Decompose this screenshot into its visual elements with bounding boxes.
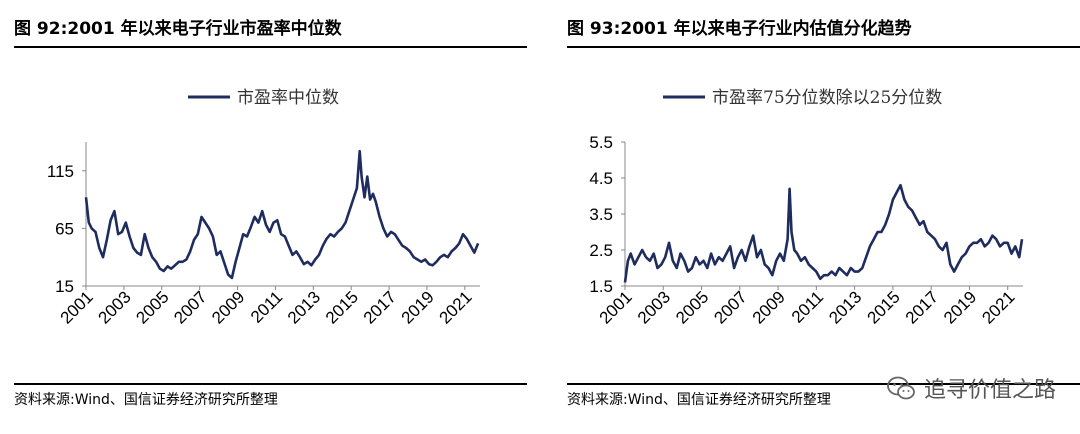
x-tick-label: 2011 [247, 287, 286, 326]
x-tick-label: 2013 [825, 287, 865, 327]
y-tick-label: 15 [55, 277, 74, 296]
legend: 市盈率中位数 [188, 88, 339, 108]
y-tick-label: 115 [47, 162, 74, 181]
x-tick-label: 2019 [940, 287, 980, 327]
x-tick-label: 2007 [710, 287, 750, 327]
y-ticks: 1.5 2.5 3.5 4.5 5.5 [589, 133, 625, 296]
x-tick-label: 2015 [322, 287, 362, 327]
x-tick-label: 2019 [398, 287, 438, 327]
y-tick-label: 3.5 [589, 205, 613, 224]
figure-title: 图 93:2001 年以来电子行业内估值分化趋势 [567, 19, 912, 39]
x-tick-label: 2015 [864, 287, 904, 327]
x-tick-label: 2009 [208, 287, 248, 327]
x-tick-label: 2009 [749, 287, 789, 327]
x-ticks: 2001200320052007200920112013201520172019… [57, 286, 476, 328]
y-tick-label: 65 [55, 219, 74, 238]
x-tick-label: 2013 [284, 287, 324, 327]
watermark-text: 追寻价值之路 [923, 378, 1056, 403]
figure-92: 图 92:2001 年以来电子行业市盈率中位数 市盈率中位数 15 65 115 2… [0, 0, 527, 434]
watermark: 追寻价值之路 [886, 372, 1056, 404]
y-tick-label: 5.5 [589, 133, 613, 152]
source-note: 资料来源:Wind、国信证券经济研究所整理 [14, 392, 278, 408]
x-tick-label: 2005 [132, 287, 172, 327]
x-tick-label: 2017 [360, 287, 400, 327]
title-rule [14, 46, 527, 48]
legend-label: 市盈率中位数 [237, 88, 339, 108]
x-tick-label: 2017 [902, 287, 942, 327]
x-tick-label: 2003 [634, 287, 674, 327]
y-ticks: 15 65 115 [47, 162, 86, 296]
pe-dispersion-chart: 市盈率75分位数除以25分位数 1.5 2.5 3.5 4.5 5.5 20012003… [589, 88, 1024, 328]
series-line-pe-median [84, 149, 480, 280]
source-rule [14, 383, 527, 385]
y-tick-label: 4.5 [589, 169, 613, 188]
legend: 市盈率75分位数除以25分位数 [663, 88, 942, 108]
wechat-icon [887, 376, 915, 400]
y-tick-label: 2.5 [589, 241, 613, 260]
x-tick-label: 2011 [788, 287, 827, 326]
title-rule [567, 46, 1080, 48]
x-tick-label: 2005 [672, 287, 712, 327]
legend-label: 市盈率75分位数除以25分位数 [712, 88, 942, 108]
x-tick-label: 2007 [170, 287, 210, 327]
y-tick-label: 1.5 [589, 277, 613, 296]
source-note: 资料来源:Wind、国信证券经济研究所整理 [567, 392, 831, 408]
figure-93: 图 93:2001 年以来电子行业内估值分化趋势 市盈率75分位数除以25分位数… [553, 0, 1080, 434]
x-tick-label: 2003 [95, 287, 135, 327]
figure-title: 图 92:2001 年以来电子行业市盈率中位数 [14, 19, 342, 39]
series-line-pe-ratio-75-25 [623, 183, 1024, 283]
x-tick-label: 2021 [978, 287, 1018, 327]
x-ticks: 2001200320052007200920112013201520172019… [596, 286, 1019, 328]
x-tick-label: 2021 [435, 287, 475, 327]
pe-median-chart: 市盈率中位数 15 65 115 2001200320052007200920112… [47, 88, 480, 328]
source-rule [567, 383, 1080, 385]
